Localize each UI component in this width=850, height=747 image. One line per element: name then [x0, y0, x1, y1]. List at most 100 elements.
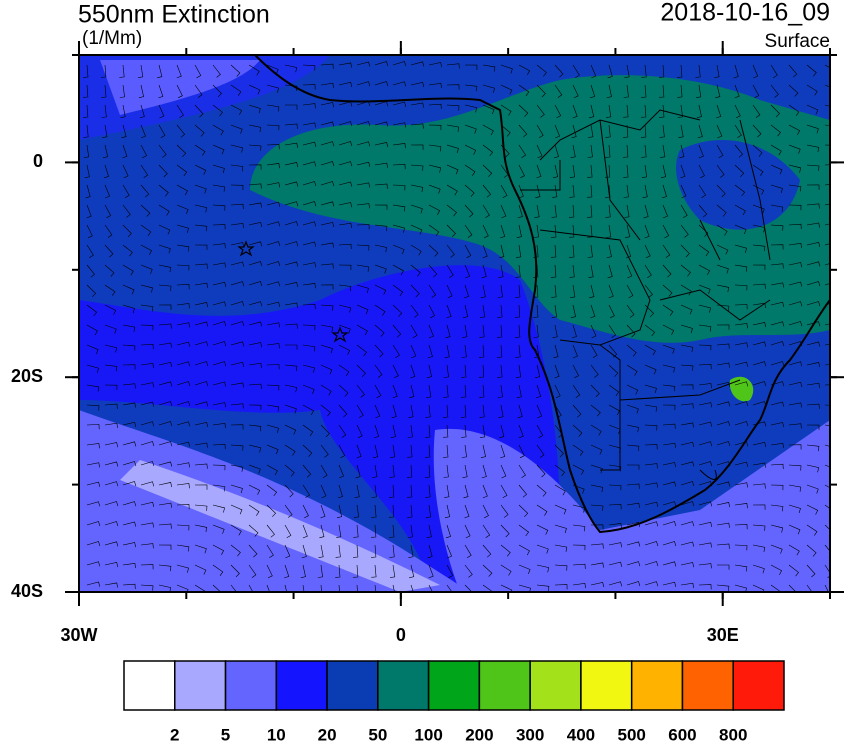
wind-barb: [356, 203, 370, 209]
field-region: [729, 376, 754, 402]
wind-barb: [788, 124, 801, 135]
wind-barb: [462, 304, 469, 319]
wind-barb: [194, 302, 208, 308]
colorbar-label: 20: [318, 725, 337, 744]
wind-barb: [302, 364, 315, 373]
wind-barb: [374, 162, 388, 168]
wind-barb: [589, 284, 595, 299]
wind-barb: [551, 304, 557, 318]
wind-barb: [212, 524, 225, 534]
wind-barb: [371, 484, 377, 498]
wind-barb: [698, 521, 713, 527]
wind-barb: [788, 84, 799, 97]
wind-barb: [212, 184, 226, 192]
wind-barb: [608, 364, 619, 377]
wind-barb: [824, 364, 830, 366]
wind-barb: [464, 164, 476, 176]
wind-barb: [608, 324, 617, 338]
wind-barb: [572, 563, 586, 570]
wind-barb: [514, 304, 521, 318]
wind-barb: [266, 144, 280, 150]
wind-barb: [446, 204, 457, 217]
wind-barb: [752, 462, 766, 468]
wind-barb: [482, 244, 488, 259]
wind-barb: [230, 84, 242, 96]
wind-barb: [338, 202, 352, 208]
wind-barb: [83, 104, 89, 118]
wind-barb: [518, 564, 531, 575]
wind-barb: [266, 261, 281, 267]
wind-barb: [284, 584, 288, 592]
wind-barb: [122, 324, 136, 332]
wind-barb: [660, 164, 667, 179]
wind-barb: [641, 164, 648, 178]
field-region: [79, 410, 470, 592]
wind-barb: [482, 84, 495, 93]
wind-barb: [230, 382, 244, 388]
wind-barb: [770, 104, 780, 118]
wind-barb: [734, 224, 747, 235]
wind-barb: [806, 184, 820, 190]
wind-barb: [626, 483, 640, 489]
wind-barb: [443, 424, 449, 438]
wind-barb: [752, 64, 759, 79]
wind-barb: [410, 344, 417, 359]
wind-barb: [356, 264, 370, 272]
wind-barb: [104, 403, 118, 409]
wind-barb: [284, 464, 295, 477]
wind-barb: [824, 464, 830, 468]
wind-barb: [445, 524, 451, 539]
wind-barb: [644, 324, 656, 337]
wind-barb: [266, 444, 279, 455]
wind-barb: [497, 304, 503, 318]
wind-barb: [212, 124, 224, 136]
wind-barb: [500, 104, 512, 116]
wind-barb: [554, 64, 564, 78]
wind-barb: [680, 501, 695, 507]
wind-barb: [122, 402, 136, 408]
wind-barb: [83, 84, 89, 98]
wind-barb: [212, 361, 227, 367]
wind-barb: [446, 284, 453, 299]
wind-barb: [644, 364, 657, 375]
wind-barb: [806, 444, 820, 452]
field-region: [433, 420, 830, 592]
wind-barb: [806, 464, 820, 473]
wind-barb: [572, 384, 581, 398]
wind-barb: [536, 524, 549, 535]
wind-barb: [284, 404, 297, 414]
wind-barb: [122, 542, 136, 548]
wind-barb: [533, 304, 539, 318]
wind-barb: [374, 324, 385, 337]
wind-barb: [662, 521, 677, 527]
wind-barb: [535, 364, 541, 379]
wind-barb: [680, 184, 687, 199]
wind-barb: [806, 241, 821, 248]
wind-barb: [806, 321, 821, 327]
wind-barb: [338, 181, 353, 187]
wind-barb: [176, 544, 190, 552]
wind-barb: [770, 301, 785, 307]
wind-barb: [301, 544, 307, 559]
wind-barb: [806, 84, 818, 96]
wind-barb: [770, 564, 783, 576]
wind-barb: [230, 64, 241, 77]
wind-barb: [104, 422, 118, 428]
wind-barb: [302, 524, 308, 539]
wind-barb: [788, 223, 802, 230]
wind-barb: [788, 402, 802, 408]
wind-barb: [338, 344, 351, 355]
wind-barb: [572, 84, 579, 99]
wind-barb: [770, 184, 783, 194]
wind-barb: [140, 584, 154, 591]
wind-barb: [408, 544, 414, 558]
wind-barb: [572, 64, 580, 78]
wind-barb: [410, 244, 422, 256]
wind-barb: [446, 104, 460, 111]
wind-barb: [806, 124, 819, 134]
wind-barb: [554, 484, 566, 496]
wind-barb: [158, 421, 173, 427]
wind-barb: [443, 464, 449, 478]
wind-barb: [716, 164, 725, 178]
wind-barb: [371, 524, 377, 538]
